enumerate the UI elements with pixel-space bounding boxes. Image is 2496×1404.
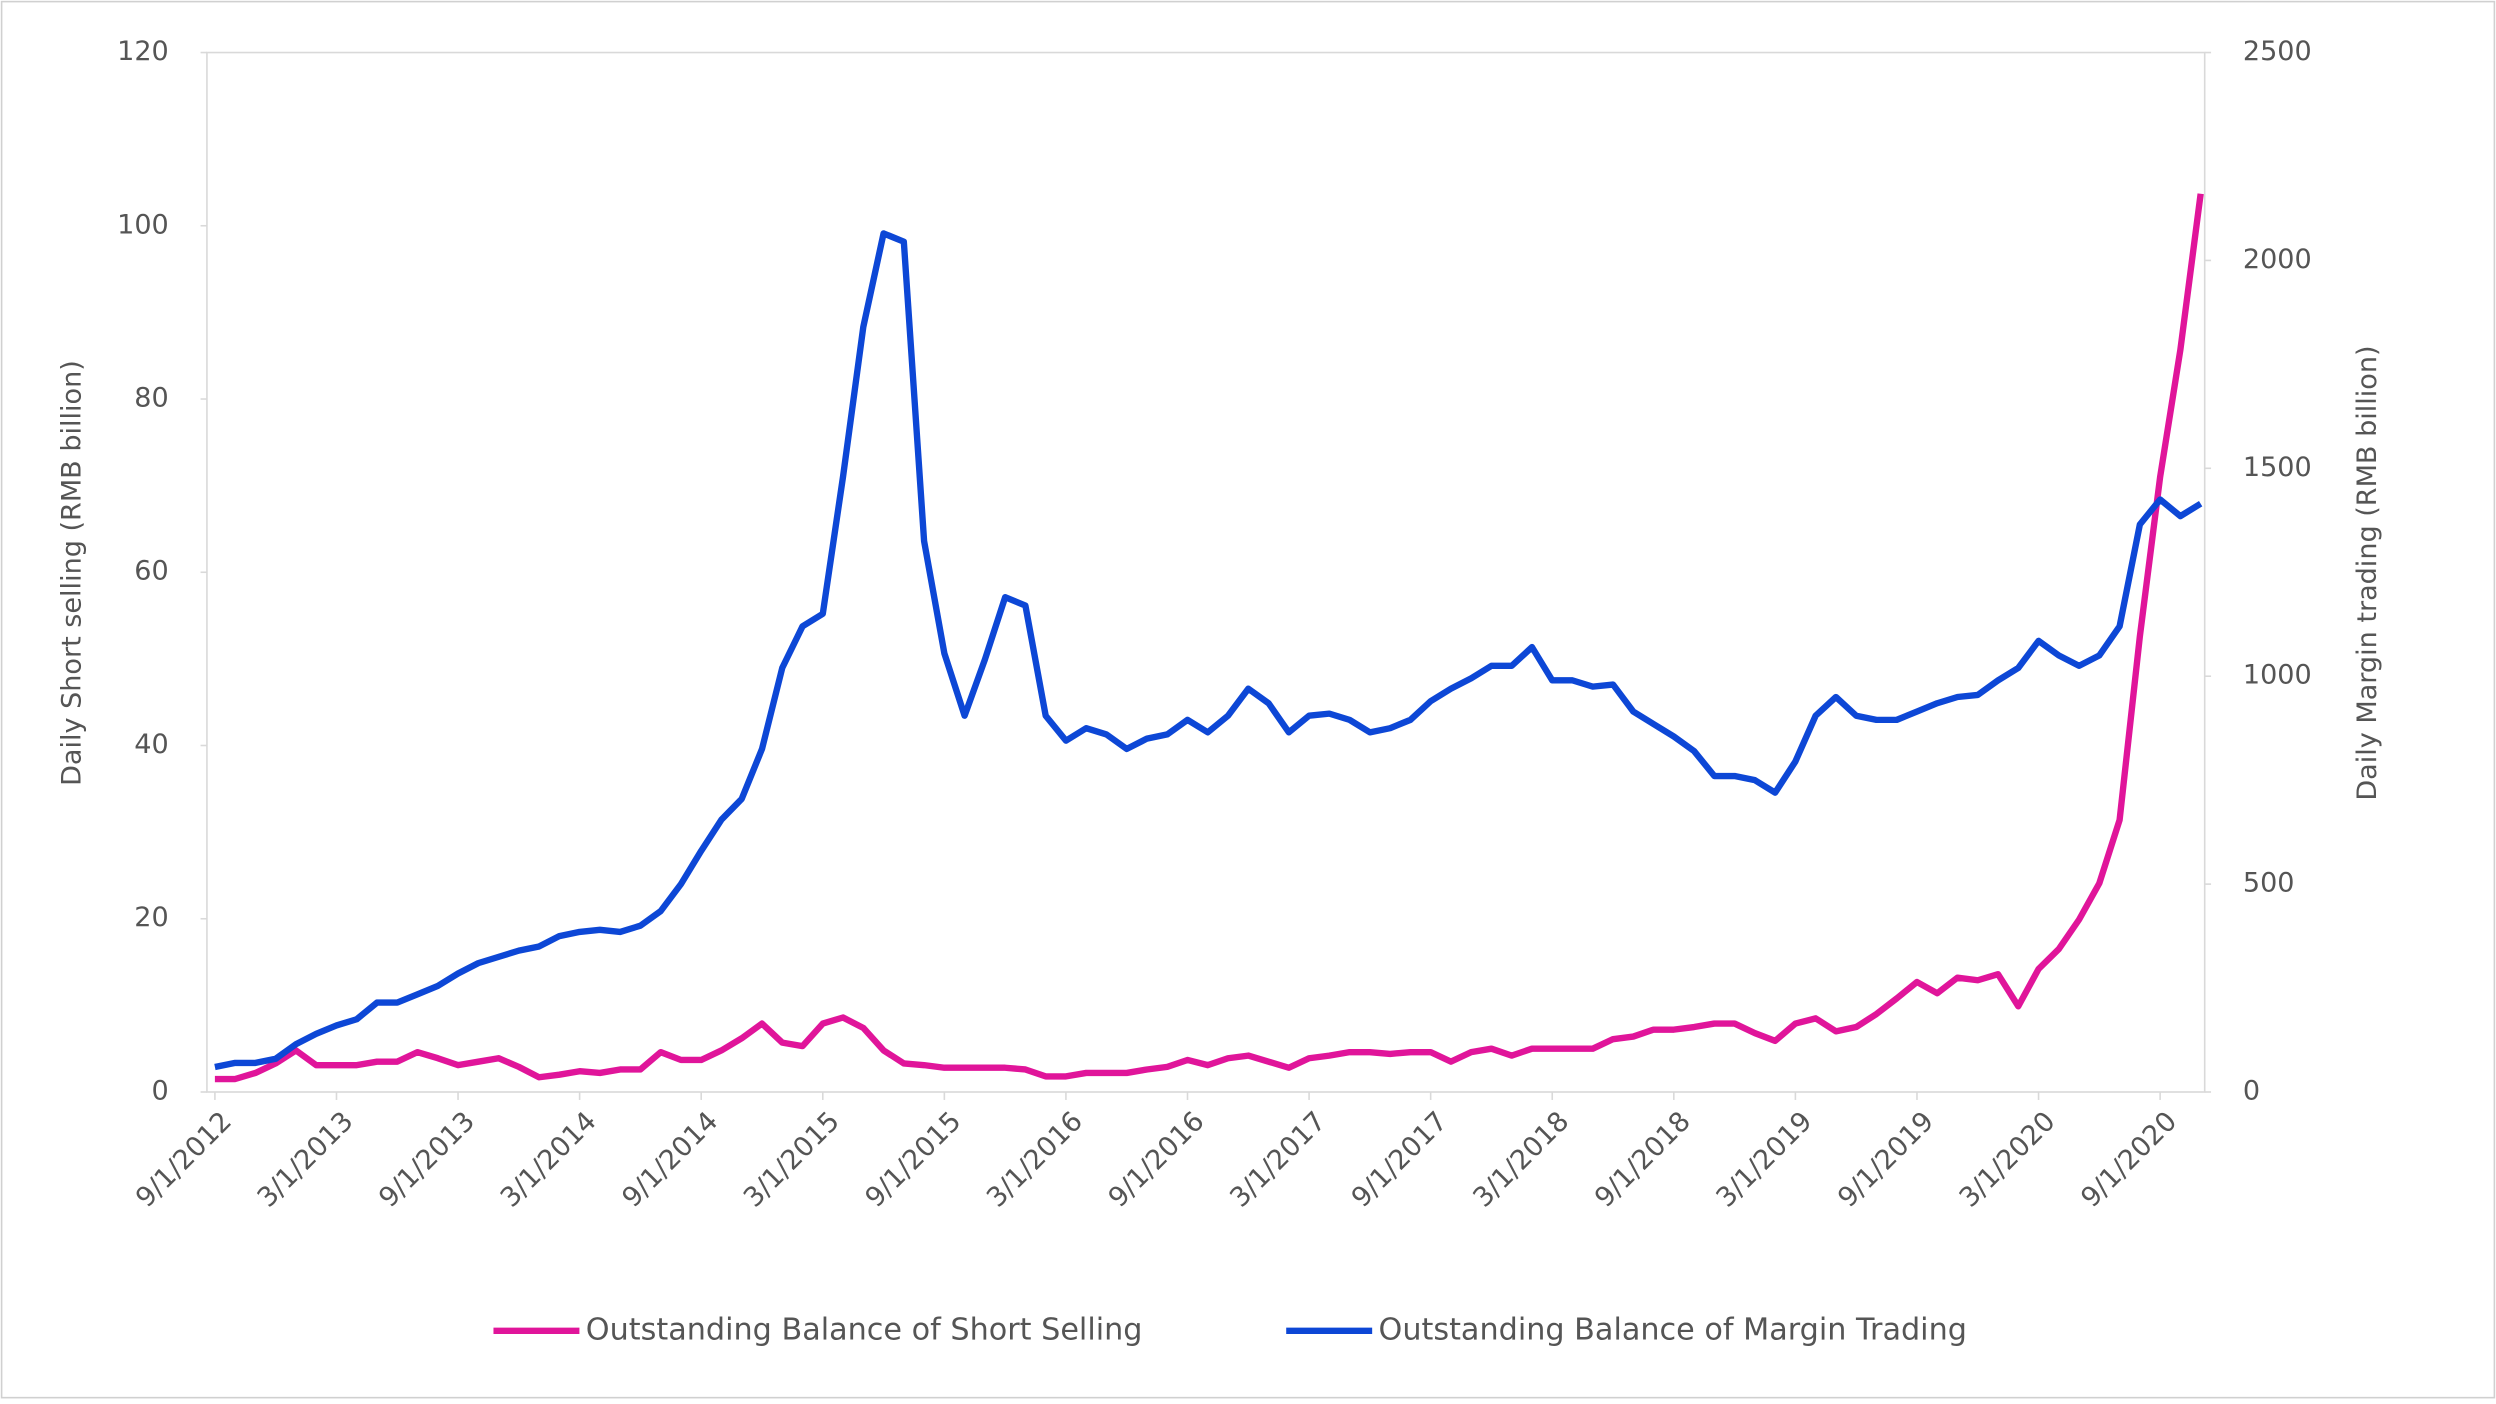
y-tick-label: 40 xyxy=(134,729,168,760)
y2-axis-label: Daily Margin trading (RMB billion) xyxy=(2352,345,2383,800)
y2-tick-label: 1000 xyxy=(2243,660,2312,691)
y2-tick-label: 2000 xyxy=(2243,244,2312,275)
y-tick-label: 100 xyxy=(117,209,169,240)
y2-tick-label: 1500 xyxy=(2243,452,2312,483)
y2-tick-label: 2500 xyxy=(2243,36,2312,67)
y2-tick-label: 500 xyxy=(2243,868,2295,899)
y-tick-label: 0 xyxy=(152,1076,169,1107)
y-tick-label: 120 xyxy=(117,36,169,67)
y-tick-label: 20 xyxy=(134,902,168,933)
y-tick-label: 80 xyxy=(134,383,168,414)
y2-tick-label: 0 xyxy=(2243,1076,2260,1107)
legend-label: Outstanding Balance of Short Selling xyxy=(586,1312,1143,1347)
legend-label: Outstanding Balance of Margin Trading xyxy=(1379,1312,1967,1347)
series-line xyxy=(214,193,2204,1083)
y-tick-label: 60 xyxy=(134,556,168,587)
series-line xyxy=(214,230,2203,1071)
y-axis-label: Daily Short selling (RMB billion) xyxy=(57,360,88,786)
